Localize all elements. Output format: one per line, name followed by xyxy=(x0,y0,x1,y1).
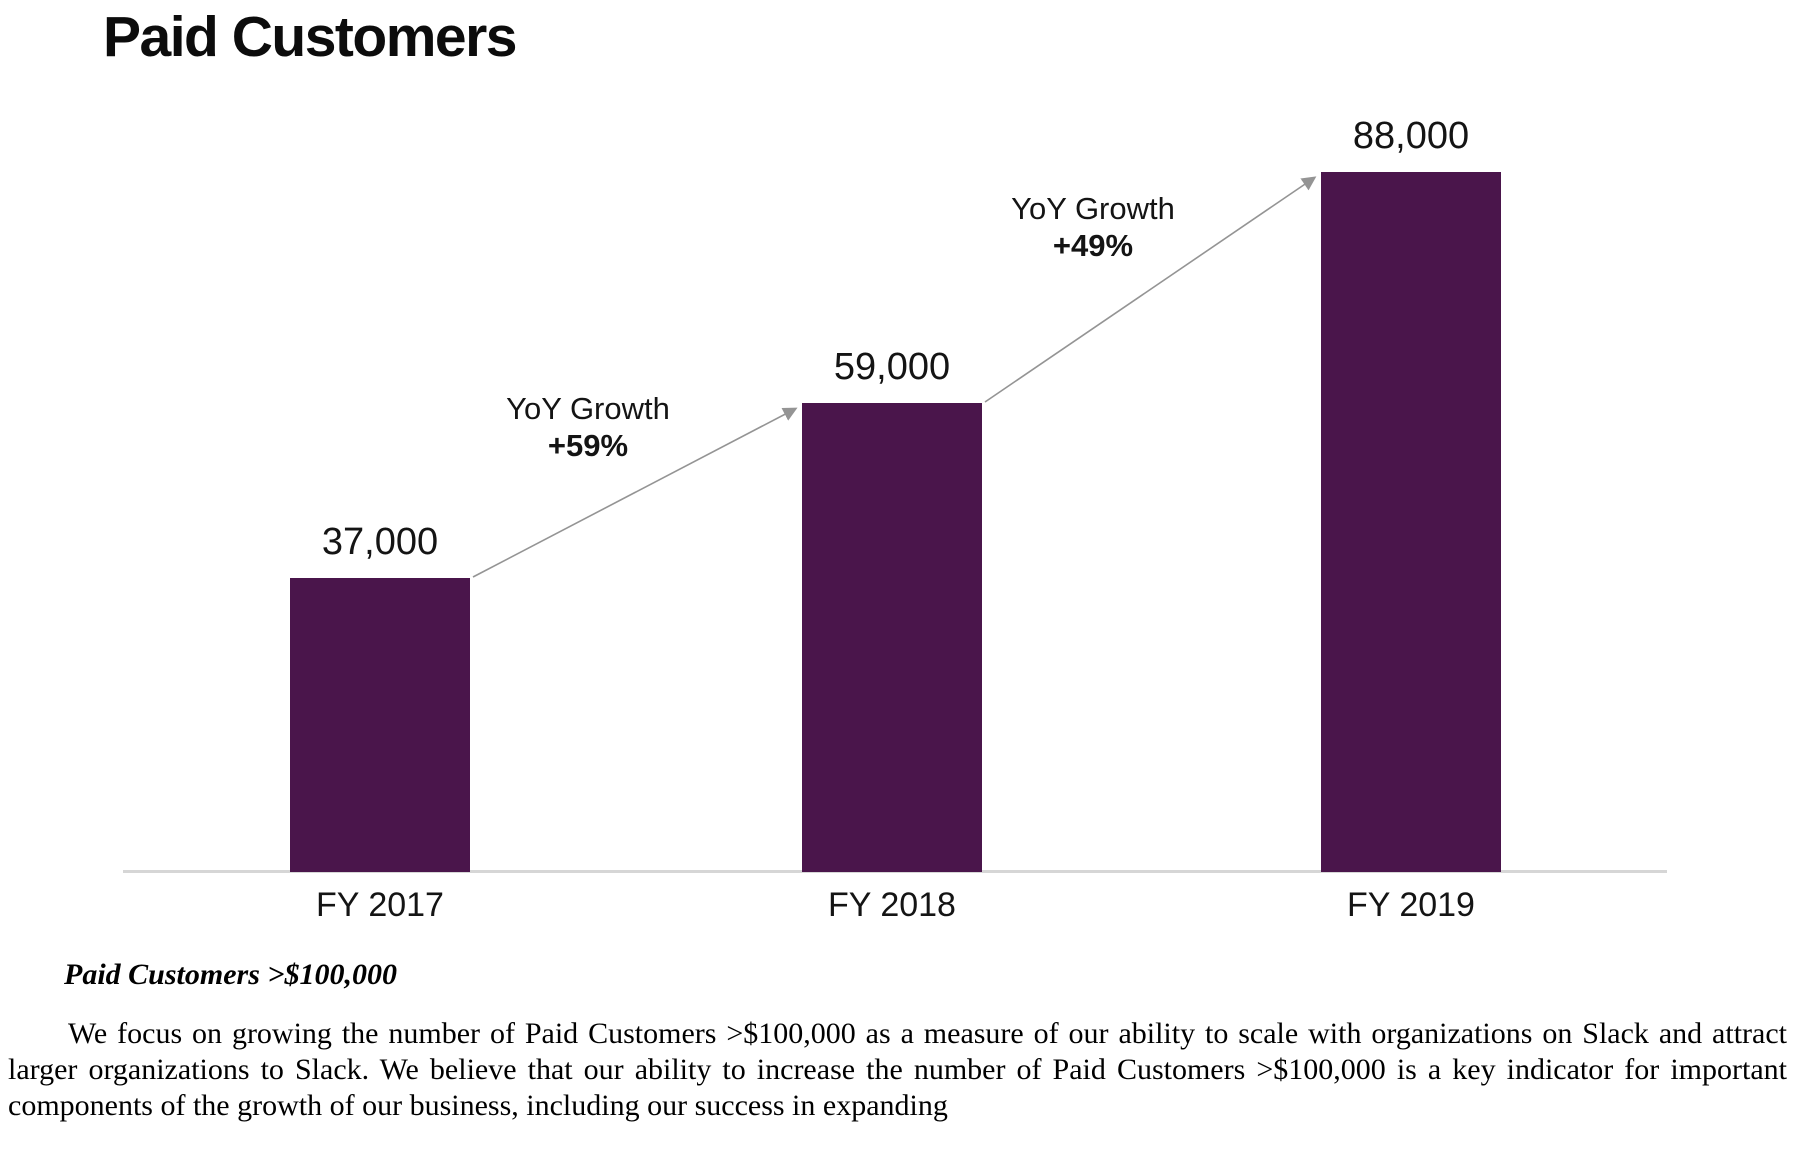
x-axis-tick-label-fy2019: FY 2019 xyxy=(1347,886,1475,924)
yoy-growth-annotation-1: YoY Growth +59% xyxy=(506,390,670,464)
bar-fy2017 xyxy=(290,578,470,872)
chart-title: Paid Customers xyxy=(103,5,517,69)
x-axis-tick-label-fy2018: FY 2018 xyxy=(828,886,956,924)
bar-value-label-fy2019: 88,000 xyxy=(1352,115,1470,157)
bar-fy2018 xyxy=(802,403,982,872)
yoy-growth-label: YoY Growth xyxy=(506,391,670,426)
bar-fy2019 xyxy=(1321,172,1501,872)
bar-value-label-fy2018: 59,000 xyxy=(833,346,951,388)
bar-value-label-fy2017: 37,000 xyxy=(321,521,439,563)
yoy-growth-value: +49% xyxy=(1052,228,1134,263)
yoy-growth-annotation-2: YoY Growth +49% xyxy=(1011,190,1175,264)
yoy-growth-label: YoY Growth xyxy=(1011,191,1175,226)
yoy-growth-value: +59% xyxy=(547,428,629,463)
footnote-caption: Paid Customers >$100,000 xyxy=(64,958,397,991)
x-axis-tick-label-fy2017: FY 2017 xyxy=(316,886,444,924)
body-paragraph: We focus on growing the number of Paid C… xyxy=(8,1017,1787,1122)
